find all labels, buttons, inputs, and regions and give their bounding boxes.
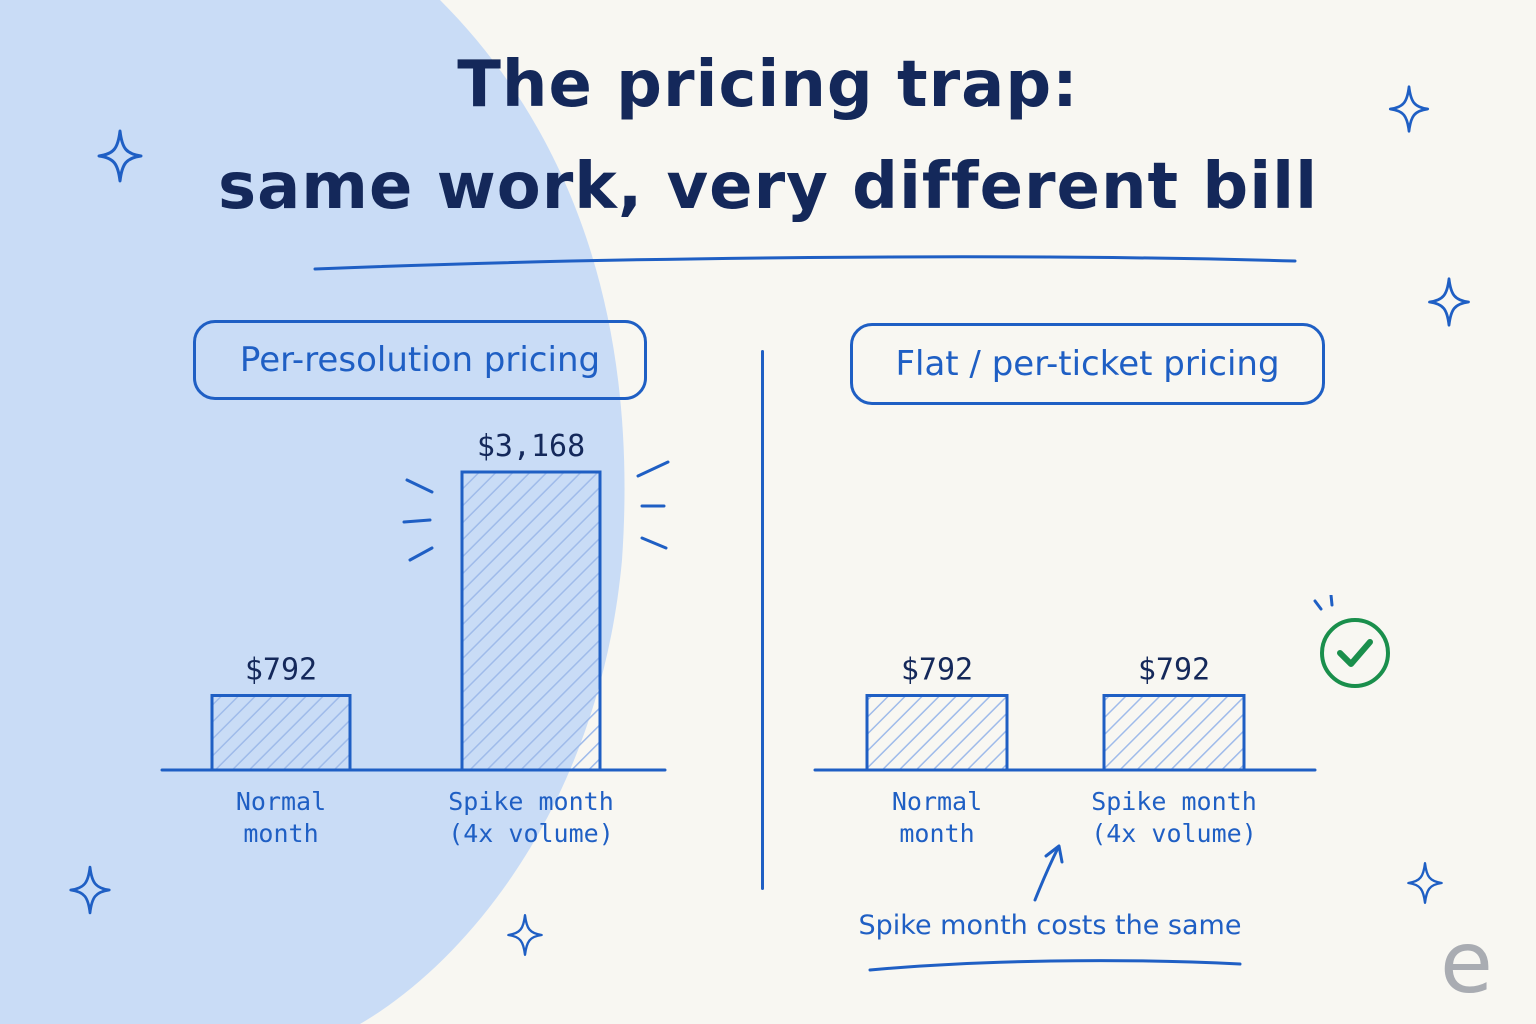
emphasis-stroke xyxy=(402,518,432,524)
category-label-2: Spike month xyxy=(448,787,614,816)
check-circle-icon xyxy=(1313,595,1390,688)
category-label-1: Normal xyxy=(236,787,326,816)
data-label-1: $792 xyxy=(901,653,973,688)
bar-1 xyxy=(210,694,352,772)
title-underline xyxy=(313,255,1297,271)
chart-title-line1: The pricing trap: xyxy=(457,48,1079,122)
annotation-arrow xyxy=(868,844,1242,972)
bar-1 xyxy=(865,694,1009,772)
panel-title-flat: Flat / per-ticket pricing xyxy=(850,323,1325,405)
data-label-1: $792 xyxy=(245,653,317,688)
brand-logo: e xyxy=(1440,913,1493,1013)
emphasis-stroke xyxy=(408,546,434,562)
emphasis-stroke xyxy=(405,478,434,494)
data-label-2: $792 xyxy=(1138,653,1210,688)
sparkle-icon xyxy=(1428,277,1470,327)
bar-2 xyxy=(1102,694,1246,772)
sparkle-icon xyxy=(97,129,143,183)
category-label-1: Normal xyxy=(892,787,982,816)
panel-divider xyxy=(761,350,764,890)
category-label-2: (4x volume) xyxy=(448,819,614,848)
sparkle-icon xyxy=(69,865,111,915)
emphasis-stroke xyxy=(636,460,670,478)
annotation-text: Spike month costs the same xyxy=(858,910,1242,941)
data-label-2: $3,168 xyxy=(477,429,585,464)
sparkle-icon xyxy=(1388,85,1430,133)
category-label-1: month xyxy=(899,819,974,848)
category-label-1: month xyxy=(243,819,318,848)
emphasis-stroke xyxy=(640,536,668,550)
chart-flat: $792 Normal month $792 Spike month (4x volume… xyxy=(813,653,1317,848)
chart-per-resolution: $792 Normal month $3,168 Spike month (4x volu… xyxy=(160,429,670,848)
chart-title-line2: same work, very different bill xyxy=(217,150,1319,224)
sparkle-icon xyxy=(507,914,543,956)
bar-2 xyxy=(460,470,602,772)
panel-title-per-resolution: Per-resolution pricing xyxy=(193,320,647,400)
sparkle-icon xyxy=(1407,862,1443,904)
category-label-2: Spike month xyxy=(1091,787,1257,816)
category-label-2: (4x volume) xyxy=(1091,819,1257,848)
